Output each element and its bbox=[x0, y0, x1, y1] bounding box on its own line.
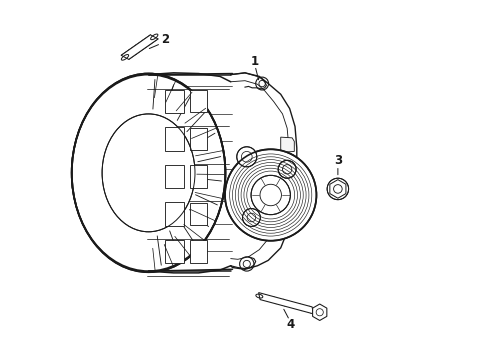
Ellipse shape bbox=[102, 114, 195, 232]
Polygon shape bbox=[330, 180, 346, 198]
FancyBboxPatch shape bbox=[190, 240, 207, 262]
FancyBboxPatch shape bbox=[165, 90, 184, 113]
Circle shape bbox=[327, 178, 348, 200]
Polygon shape bbox=[313, 304, 327, 320]
FancyBboxPatch shape bbox=[190, 90, 207, 112]
FancyBboxPatch shape bbox=[165, 165, 184, 188]
Text: 1: 1 bbox=[251, 55, 259, 68]
FancyBboxPatch shape bbox=[190, 128, 207, 150]
Circle shape bbox=[243, 208, 260, 226]
FancyBboxPatch shape bbox=[165, 127, 184, 150]
Circle shape bbox=[278, 160, 296, 178]
Text: 2: 2 bbox=[161, 33, 169, 46]
Circle shape bbox=[251, 175, 291, 215]
FancyBboxPatch shape bbox=[190, 165, 207, 188]
Circle shape bbox=[237, 147, 257, 167]
FancyBboxPatch shape bbox=[165, 202, 184, 226]
Text: 3: 3 bbox=[334, 154, 342, 167]
Circle shape bbox=[225, 149, 317, 241]
FancyBboxPatch shape bbox=[165, 240, 184, 263]
Ellipse shape bbox=[72, 75, 225, 271]
Ellipse shape bbox=[72, 73, 225, 272]
Text: 4: 4 bbox=[286, 318, 294, 331]
Polygon shape bbox=[259, 293, 314, 314]
FancyBboxPatch shape bbox=[190, 203, 207, 225]
Polygon shape bbox=[121, 35, 158, 59]
Polygon shape bbox=[281, 137, 294, 152]
